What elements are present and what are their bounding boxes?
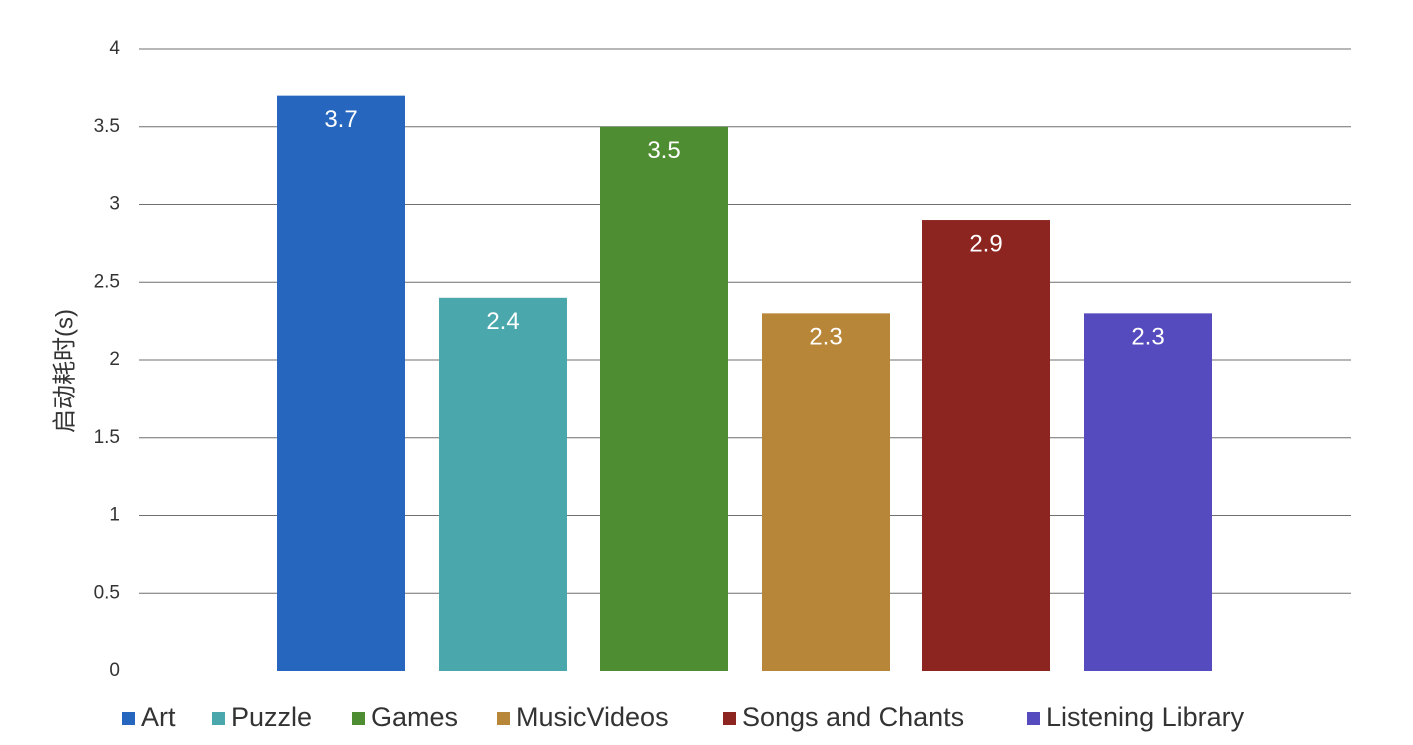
legend-swatch <box>1027 712 1040 725</box>
y-tick-label: 0.5 <box>94 582 120 603</box>
legend-swatch <box>212 712 225 725</box>
y-tick-label: 2.5 <box>94 271 120 292</box>
y-axis-ticks: 0 0.5 1 1.5 2 2.5 3 3.5 4 <box>94 38 121 681</box>
bar <box>439 297 567 671</box>
bar <box>922 220 1050 672</box>
y-axis-label: 启动耗时(s) <box>51 309 78 433</box>
legend-label: Songs and Chants <box>742 702 964 732</box>
bar <box>277 95 405 671</box>
legend-swatch <box>723 712 736 725</box>
y-tick-label: 3.5 <box>94 116 120 137</box>
legend-label: Games <box>371 702 458 732</box>
legend-swatch <box>497 712 510 725</box>
bars-layer <box>277 95 1212 672</box>
bar <box>762 313 890 671</box>
legend-swatch <box>352 712 365 725</box>
legend-label: MusicVideos <box>516 702 669 732</box>
y-tick-label: 3 <box>109 194 120 215</box>
bar <box>600 126 728 671</box>
bar-labels-layer: 3.7 2.4 3.5 2.3 2.9 2.3 <box>324 106 1164 351</box>
legend-label: Art <box>141 702 176 732</box>
y-tick-label: 4 <box>109 38 120 59</box>
bar-value-label: 2.3 <box>809 324 842 351</box>
y-tick-label: 1 <box>109 505 120 526</box>
bar-value-label: 2.9 <box>969 230 1002 257</box>
y-tick-label: 2 <box>109 349 120 370</box>
bar-value-label: 2.3 <box>1131 324 1164 351</box>
legend-label: Listening Library <box>1046 702 1245 732</box>
y-tick-label: 0 <box>109 660 120 681</box>
legend-label: Puzzle <box>231 702 312 732</box>
bar-value-label: 2.4 <box>486 308 519 335</box>
legend: Art Puzzle Games MusicVideos Songs and Chant… <box>122 702 1245 732</box>
bar-value-label: 3.5 <box>647 137 680 164</box>
legend-swatch <box>122 712 135 725</box>
y-tick-label: 1.5 <box>94 427 120 448</box>
bar-value-label: 3.7 <box>324 106 357 133</box>
bar <box>1084 313 1212 671</box>
